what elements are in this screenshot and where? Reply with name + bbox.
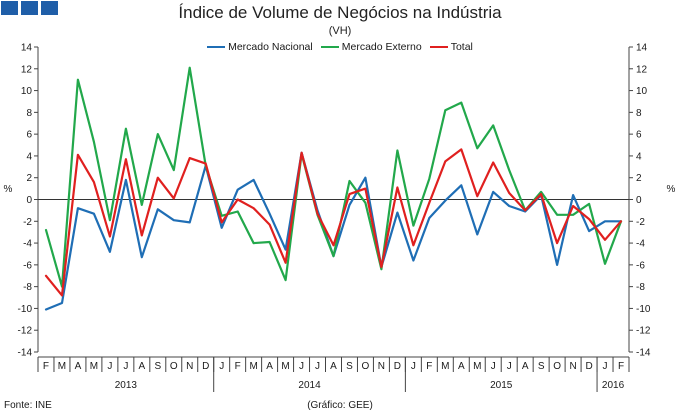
y-tick-label-right: 10 — [636, 86, 648, 97]
y-tick-label-right: 6 — [636, 130, 642, 141]
y-tick-label-right: 2 — [636, 173, 642, 184]
legend-swatch-nacional — [207, 46, 226, 48]
x-tick-label: M — [58, 361, 66, 372]
legend-item-externo: Mercado Externo — [320, 41, 422, 53]
y-tick-label-right: -10 — [636, 304, 651, 315]
x-tick-label: A — [458, 361, 465, 372]
y-tick-label-right: -2 — [636, 217, 645, 228]
x-tick-label: F — [43, 361, 49, 372]
x-tick-label: A — [75, 361, 82, 372]
x-tick-label: N — [569, 361, 576, 372]
chart-title: Índice de Volume de Negócios na Indústri… — [178, 3, 502, 22]
y-tick-label-right: 14 — [636, 43, 648, 54]
logo-square-3 — [41, 1, 58, 15]
x-tick-label: S — [346, 361, 353, 372]
x-tick-label: M — [249, 361, 257, 372]
x-tick-label: D — [202, 361, 209, 372]
y-tick-label-left: 8 — [26, 108, 32, 119]
x-tick-label: D — [585, 361, 592, 372]
legend-item-nacional: Mercado Nacional — [207, 41, 313, 53]
x-tick-label: J — [491, 361, 496, 372]
y-tick-label-left: 12 — [21, 64, 33, 75]
x-tick-label: F — [235, 361, 241, 372]
y-tick-label-left: -6 — [23, 260, 32, 271]
x-tick-label: J — [507, 361, 512, 372]
legend-label-total: Total — [450, 41, 473, 53]
year-label: 2016 — [602, 380, 625, 391]
y-tick-label-left: -14 — [18, 348, 33, 359]
y-tick-label-left: 6 — [26, 130, 32, 141]
x-tick-label: D — [394, 361, 401, 372]
x-tick-label: O — [553, 361, 561, 372]
y-tick-label-right: -6 — [636, 260, 645, 271]
x-tick-label: J — [315, 361, 320, 372]
chart-subtitle: (VH) — [328, 25, 352, 37]
x-tick-label: M — [281, 361, 289, 372]
y-tick-label-left: -8 — [23, 282, 32, 293]
x-tick-label: S — [154, 361, 161, 372]
x-tick-label: A — [330, 361, 337, 372]
y-tick-label-left: -2 — [23, 217, 32, 228]
legend: Mercado Nacional Mercado Externo Total — [0, 41, 680, 53]
y-tick-label-left: 0 — [26, 195, 32, 206]
x-tick-label: J — [107, 361, 112, 372]
x-tick-label: A — [266, 361, 273, 372]
y-tick-label-right: -8 — [636, 282, 645, 293]
x-tick-label: M — [473, 361, 481, 372]
logo-square-1 — [1, 1, 18, 15]
legend-item-total: Total — [429, 41, 473, 53]
x-tick-label: J — [123, 361, 128, 372]
y-tick-label-right: -12 — [636, 326, 651, 337]
x-tick-label: M — [441, 361, 449, 372]
y-tick-label-left: -10 — [18, 304, 33, 315]
y-axis-title-left: % — [4, 184, 13, 195]
x-tick-label: J — [603, 361, 608, 372]
y-tick-label-left: -12 — [18, 326, 33, 337]
x-tick-label: F — [618, 361, 624, 372]
y-tick-label-right: 12 — [636, 64, 648, 75]
x-tick-label: A — [522, 361, 529, 372]
series-line-2 — [44, 148, 623, 297]
x-tick-label: N — [378, 361, 385, 372]
x-tick-label: F — [426, 361, 432, 372]
legend-swatch-total — [429, 46, 448, 48]
x-tick-label: J — [219, 361, 224, 372]
legend-swatch-externo — [320, 46, 339, 48]
y-tick-label-left: 14 — [21, 43, 33, 54]
y-tick-label-left: -4 — [23, 239, 32, 250]
year-label: 2015 — [490, 380, 513, 391]
y-tick-label-left: 2 — [26, 173, 32, 184]
year-label: 2013 — [115, 380, 138, 391]
y-tick-label-right: 8 — [636, 108, 642, 119]
x-tick-label: O — [170, 361, 178, 372]
y-tick-label-right: -4 — [636, 239, 645, 250]
legend-label-externo: Mercado Externo — [341, 41, 422, 53]
x-tick-label: A — [138, 361, 145, 372]
series-line-0 — [44, 151, 623, 311]
legend-label-nacional: Mercado Nacional — [228, 41, 313, 53]
y-tick-label-right: -14 — [636, 348, 651, 359]
x-tick-label: J — [299, 361, 304, 372]
source-note: Fonte: INE — [4, 400, 52, 411]
chart-credit: (Gráfico: GEE) — [307, 400, 373, 411]
logo-square-2 — [21, 1, 38, 15]
x-tick-label: N — [186, 361, 193, 372]
x-tick-label: M — [90, 361, 98, 372]
x-tick-label: J — [411, 361, 416, 372]
y-tick-label-right: 0 — [636, 195, 642, 206]
x-tick-label: O — [362, 361, 370, 372]
y-tick-label-left: 10 — [21, 86, 33, 97]
y-tick-label-left: 4 — [26, 151, 32, 162]
series-line-1 — [44, 66, 623, 288]
y-tick-label-right: 4 — [636, 151, 642, 162]
year-label: 2014 — [298, 380, 321, 391]
y-axis-title-right: % — [667, 184, 676, 195]
x-tick-label: S — [538, 361, 545, 372]
